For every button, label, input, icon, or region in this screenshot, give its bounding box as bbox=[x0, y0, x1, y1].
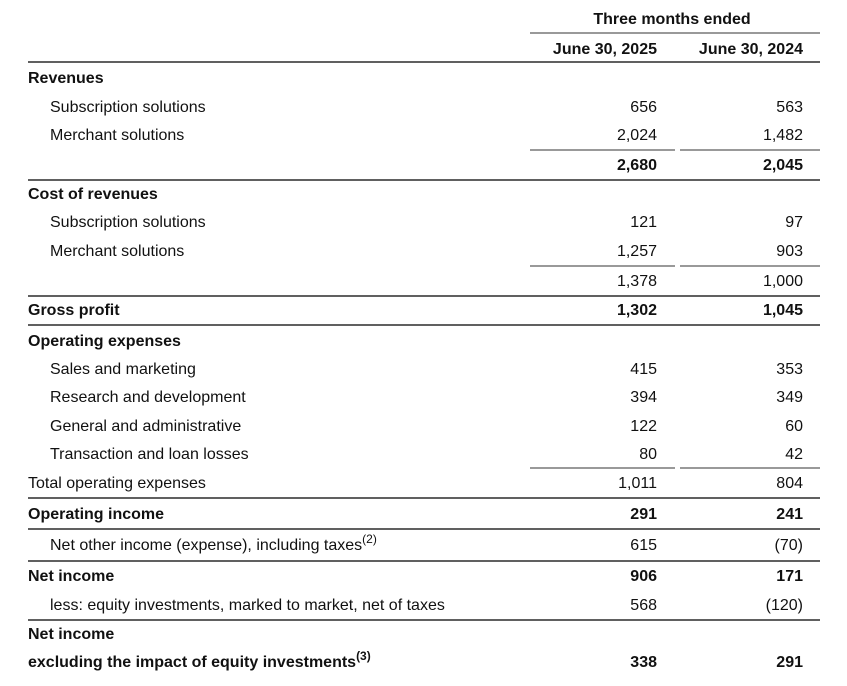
row-label-text: Merchant solutions bbox=[50, 243, 184, 260]
row-label-text: Subscription solutions bbox=[50, 99, 206, 116]
row-label-text: Subscription solutions bbox=[50, 214, 206, 231]
row-label: Merchant solutions bbox=[50, 127, 184, 144]
row-label-text: Net income bbox=[28, 568, 114, 585]
cell-value: 338 bbox=[630, 654, 657, 671]
cell-value: 42 bbox=[785, 446, 803, 463]
row-label: Cost of revenues bbox=[28, 186, 158, 203]
cell-value: 568 bbox=[630, 597, 657, 614]
row-label-text: Sales and marketing bbox=[50, 361, 196, 378]
cell-value: 97 bbox=[785, 214, 803, 231]
row-label-text: Gross profit bbox=[28, 302, 120, 319]
cell-value: 171 bbox=[776, 568, 803, 585]
footnote-ref: (2) bbox=[362, 532, 377, 546]
row-label: Total operating expenses bbox=[28, 475, 206, 492]
cell-value: 291 bbox=[630, 506, 657, 523]
row-label-text: Merchant solutions bbox=[50, 127, 184, 144]
cell-value: 1,000 bbox=[763, 273, 803, 290]
cell-value: 563 bbox=[776, 99, 803, 116]
cell-value: (70) bbox=[775, 537, 803, 554]
row-label-text: less: equity investments, marked to mark… bbox=[50, 597, 445, 614]
cell-value: 80 bbox=[639, 446, 657, 463]
row-label: less: equity investments, marked to mark… bbox=[50, 597, 445, 614]
row-label: Gross profit bbox=[28, 302, 120, 319]
row-label: Net income bbox=[28, 568, 114, 585]
cell-value: 906 bbox=[630, 568, 657, 585]
row-label: Subscription solutions bbox=[50, 214, 206, 231]
row-label: Transaction and loan losses bbox=[50, 446, 249, 463]
cell-value: 60 bbox=[785, 418, 803, 435]
row-label: Sales and marketing bbox=[50, 361, 196, 378]
cell-value: (120) bbox=[766, 597, 803, 614]
cell-value: 349 bbox=[776, 389, 803, 406]
cell-value: 1,011 bbox=[618, 475, 657, 492]
row-label-text: Research and development bbox=[50, 389, 246, 406]
cell-value: 415 bbox=[630, 361, 657, 378]
row-label-text: Transaction and loan losses bbox=[50, 446, 249, 463]
row-label-text: excluding the impact of equity investmen… bbox=[28, 654, 356, 671]
row-label: Net other income (expense), including ta… bbox=[50, 532, 377, 554]
row-label-text: Total operating expenses bbox=[28, 475, 206, 492]
row-label-text: Revenues bbox=[28, 70, 104, 87]
row-label: General and administrative bbox=[50, 418, 241, 435]
cell-value: 122 bbox=[630, 418, 657, 435]
cell-value: 2,045 bbox=[763, 157, 803, 174]
cell-value: 2,024 bbox=[617, 127, 657, 144]
row-label-text: Operating income bbox=[28, 506, 164, 523]
column-header: June 30, 2025 bbox=[553, 41, 657, 58]
cell-value: 394 bbox=[630, 389, 657, 406]
cell-value: 121 bbox=[630, 214, 657, 231]
row-label-text: General and administrative bbox=[50, 418, 241, 435]
row-label: excluding the impact of equity investmen… bbox=[28, 649, 371, 671]
cell-value: 1,257 bbox=[617, 243, 657, 260]
cell-value: 1,302 bbox=[617, 302, 657, 319]
row-label: Net income bbox=[28, 626, 114, 643]
cell-value: 2,680 bbox=[617, 157, 657, 174]
cell-value: 903 bbox=[776, 243, 803, 260]
row-label: Operating income bbox=[28, 506, 164, 523]
row-label: Merchant solutions bbox=[50, 243, 184, 260]
cell-value: 656 bbox=[630, 99, 657, 116]
row-label: Operating expenses bbox=[28, 333, 181, 350]
cell-value: 291 bbox=[776, 654, 803, 671]
cell-value: 615 bbox=[630, 537, 657, 554]
cell-value: 1,045 bbox=[763, 302, 803, 319]
cell-value: 804 bbox=[776, 475, 803, 492]
cell-value: 241 bbox=[776, 506, 803, 523]
cell-value: 1,378 bbox=[617, 273, 657, 290]
row-label-text: Cost of revenues bbox=[28, 186, 158, 203]
row-label-text: Operating expenses bbox=[28, 333, 181, 350]
cell-value: 353 bbox=[776, 361, 803, 378]
row-label-text: Net other income (expense), including ta… bbox=[50, 537, 362, 554]
footnote-ref: (3) bbox=[356, 649, 371, 663]
row-label: Subscription solutions bbox=[50, 99, 206, 116]
column-header: June 30, 2024 bbox=[699, 41, 803, 58]
cell-value: 1,482 bbox=[763, 127, 803, 144]
row-label-text: Net income bbox=[28, 626, 114, 643]
row-label: Research and development bbox=[50, 389, 246, 406]
row-label: Revenues bbox=[28, 70, 104, 87]
column-group-header: Three months ended bbox=[593, 11, 750, 28]
